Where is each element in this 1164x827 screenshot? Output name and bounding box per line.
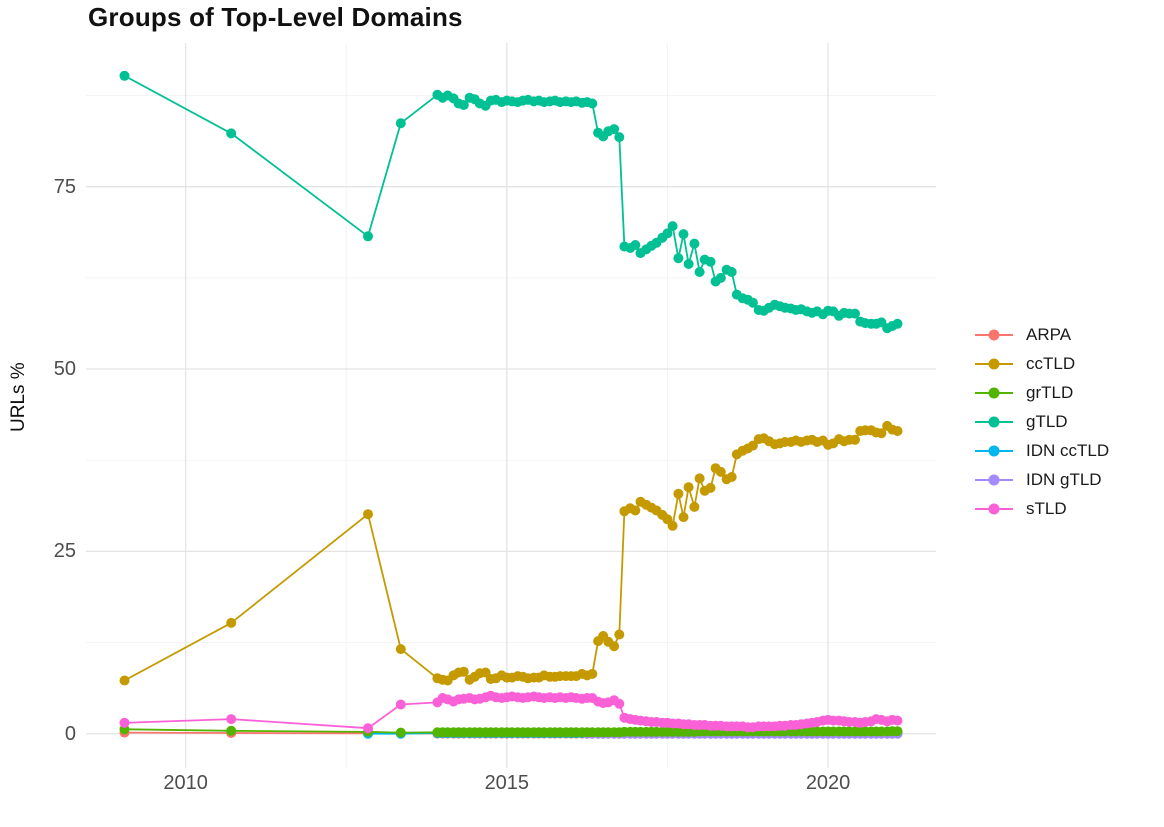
data-point <box>363 723 373 734</box>
data-point <box>662 228 673 239</box>
series-points-cctld <box>119 420 903 686</box>
data-point <box>630 240 641 250</box>
y-tick-label: 25 <box>53 540 76 563</box>
data-point <box>226 725 237 736</box>
data-point <box>705 482 716 493</box>
x-tick-label: 2020 <box>805 772 851 794</box>
data-point <box>747 297 758 308</box>
data-point <box>119 675 130 686</box>
legend-key-dot <box>988 503 1000 514</box>
data-point <box>609 124 620 135</box>
legend-key-dot <box>988 387 1000 398</box>
data-point <box>673 488 684 499</box>
legend-key-dot <box>988 474 1000 485</box>
data-point <box>747 440 758 451</box>
data-point <box>892 426 903 436</box>
data-point <box>705 256 716 267</box>
data-point <box>876 428 887 439</box>
chart-title: Groups of Top-Level Domains <box>88 2 463 32</box>
data-point <box>715 272 726 283</box>
data-point <box>850 308 860 319</box>
data-point <box>363 509 373 520</box>
data-point <box>667 221 678 232</box>
legend-key-icon <box>975 445 1013 456</box>
data-point <box>689 238 700 249</box>
legend-key-icon <box>975 387 1013 398</box>
data-point <box>226 714 237 725</box>
data-point <box>609 641 620 652</box>
data-point <box>614 698 625 709</box>
data-point <box>726 267 737 277</box>
legend-key-dot <box>988 329 1000 340</box>
series-points-gtld <box>119 70 903 334</box>
data-point <box>614 629 625 640</box>
y-tick-label: 75 <box>53 175 76 198</box>
legend-label: grTLD <box>1026 382 1074 402</box>
data-point <box>119 717 130 728</box>
legend-label: sTLD <box>1026 498 1067 518</box>
data-point <box>694 267 705 277</box>
data-point <box>587 668 598 679</box>
legend-item-idn-cctld: IDN ccTLD <box>974 436 1109 465</box>
data-point <box>715 466 726 477</box>
data-point <box>458 666 469 677</box>
legend-label: ARPA <box>1026 324 1072 344</box>
series-points-stld <box>119 690 903 734</box>
y-tick-label: 50 <box>53 358 76 381</box>
data-point <box>226 128 237 139</box>
legend-item-stld: sTLD <box>974 494 1109 523</box>
data-point <box>892 726 903 737</box>
y-tick-label: 0 <box>64 722 76 745</box>
legend-label: IDN gTLD <box>1026 469 1102 489</box>
legend-key-icon <box>975 358 1013 369</box>
legend-key-dot <box>988 358 1000 369</box>
series-points-grtld <box>119 724 903 738</box>
legend-item-arpa: ARPA <box>974 320 1109 349</box>
series-line-gtld <box>124 75 898 330</box>
legend-key-icon <box>975 416 1013 427</box>
data-point <box>630 505 641 516</box>
legend-item-cctld: ccTLD <box>974 349 1109 378</box>
data-point <box>395 699 406 710</box>
data-point <box>683 259 694 269</box>
data-point <box>678 512 689 523</box>
legend-key-dot <box>988 445 1000 456</box>
data-point <box>667 520 678 531</box>
data-point <box>726 472 737 482</box>
legend-key-icon <box>975 503 1013 514</box>
data-point <box>614 132 625 143</box>
data-point <box>892 715 903 726</box>
legend-key-icon <box>975 474 1013 485</box>
data-point <box>673 253 684 264</box>
legend-key-icon <box>975 329 1013 340</box>
data-point <box>587 98 598 109</box>
data-point <box>689 501 700 512</box>
data-point <box>892 318 903 329</box>
data-point <box>850 434 860 445</box>
legend-item-grtld: grTLD <box>974 378 1109 407</box>
data-point <box>694 473 705 484</box>
legend-item-idn-gtld: IDN gTLD <box>974 465 1109 494</box>
legend-key-dot <box>988 416 1000 427</box>
data-point <box>683 482 694 493</box>
data-point <box>363 231 373 242</box>
legend-item-gtld: gTLD <box>974 407 1109 436</box>
data-point <box>226 617 237 628</box>
legend-label: ccTLD <box>1026 353 1076 373</box>
data-point <box>395 644 406 655</box>
x-tick-label: 2015 <box>484 772 530 794</box>
plot-area <box>86 43 936 768</box>
legend-label: gTLD <box>1026 411 1068 431</box>
legend-label: IDN ccTLD <box>1026 440 1110 460</box>
x-tick-label: 2010 <box>163 772 208 794</box>
data-point <box>119 70 130 81</box>
legend: ARPA ccTLD grTLD gTLD IDN ccTLD IDN gTLD sTLD <box>974 320 1109 523</box>
data-point <box>395 727 406 738</box>
data-point <box>678 229 689 240</box>
data-point <box>458 100 469 110</box>
data-point <box>395 118 406 129</box>
